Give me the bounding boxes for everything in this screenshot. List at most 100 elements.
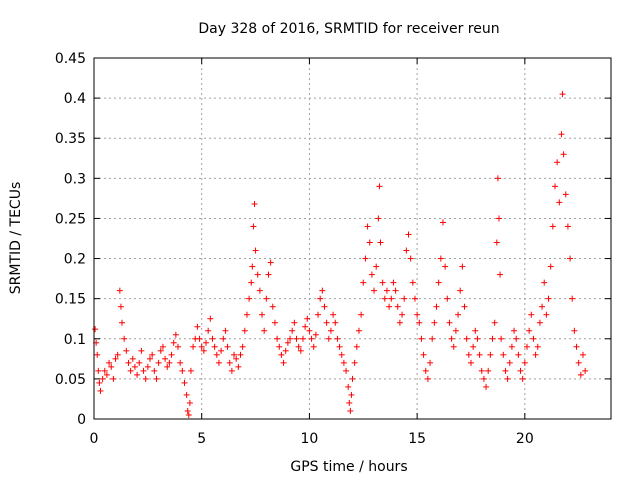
data-point [427,359,434,366]
data-point [187,367,194,374]
data-point [442,263,449,270]
data-point [502,367,509,374]
data-point [138,347,145,354]
data-point [381,295,388,302]
data-point [121,335,128,342]
data-point [491,319,498,326]
data-point [444,295,451,302]
data-point [508,343,515,350]
data-point [543,311,550,318]
data-point [439,219,446,226]
data-point [319,287,326,294]
y-tick-label: 0.05 [55,372,86,388]
y-tick-label: 0.15 [55,292,86,308]
data-point [414,311,421,318]
y-tick-label: 0.35 [55,131,86,147]
data-point [347,407,354,414]
data-point [131,363,138,370]
data-point [92,326,99,333]
data-point [99,375,106,382]
y-tick-label: 0.3 [64,171,86,187]
x-tick-label: 15 [408,431,426,447]
data-point [125,359,132,366]
data-point [424,375,431,382]
data-point [461,303,468,310]
data-point [500,351,507,358]
data-point [321,303,328,310]
data-point [194,323,201,330]
data-point [392,287,399,294]
data-point [181,379,188,386]
data-point [284,339,291,346]
data-point [168,351,175,358]
data-point [278,351,285,358]
data-point [332,319,339,326]
data-point [185,411,192,418]
data-point [155,359,162,366]
data-point [295,343,302,350]
data-point [340,359,347,366]
data-point [226,359,233,366]
data-point [480,375,487,382]
data-point [103,371,110,378]
data-point [465,351,472,358]
data-point [504,375,511,382]
data-point [233,355,240,362]
data-point [360,279,367,286]
data-point [515,351,522,358]
data-point [559,91,566,98]
data-point [209,335,216,342]
data-point [327,327,334,334]
data-point [249,263,256,270]
data-point [429,335,436,342]
data-point [267,259,274,266]
data-point [517,367,524,374]
data-point [179,367,186,374]
data-point [172,331,179,338]
chart-title: Day 328 of 2016, SRMTID for receiver reu… [198,21,499,37]
data-point [116,287,123,294]
data-point [513,335,520,342]
data-point [483,383,490,390]
data-point [134,371,141,378]
y-tick-label: 0.2 [64,252,86,268]
data-point [463,335,470,342]
data-point [377,239,384,246]
data-points [92,91,589,418]
data-point [153,375,160,382]
data-point [101,367,108,374]
data-point [95,367,102,374]
data-point [457,287,464,294]
x-tick-label: 0 [90,431,99,447]
data-point [302,323,309,330]
data-point [472,327,479,334]
data-point [399,311,406,318]
data-point [511,327,518,334]
data-point [297,347,304,354]
axis-ticks: 0 0.05 0.1 0.15 0.2 0.25 0.3 0.35 0.4 0.45 0 5 10 15 2… [55,51,611,447]
data-point [243,311,250,318]
data-point [263,295,270,302]
data-point [405,231,412,238]
data-point [450,343,457,350]
data-point [418,335,425,342]
data-point [306,327,313,334]
data-point [476,351,483,358]
data-point [97,387,104,394]
data-point [366,239,373,246]
data-point [373,263,380,270]
data-point [325,335,332,342]
data-point [269,303,276,310]
y-tick-label: 0.45 [55,51,86,67]
data-point [198,343,205,350]
data-point [560,151,567,158]
data-point [494,175,501,182]
data-point [558,131,565,138]
data-point [554,159,561,166]
data-point [364,223,371,230]
y-tick-label: 0 [77,412,86,428]
data-point [336,343,343,350]
data-point [108,363,115,370]
data-point [362,255,369,262]
